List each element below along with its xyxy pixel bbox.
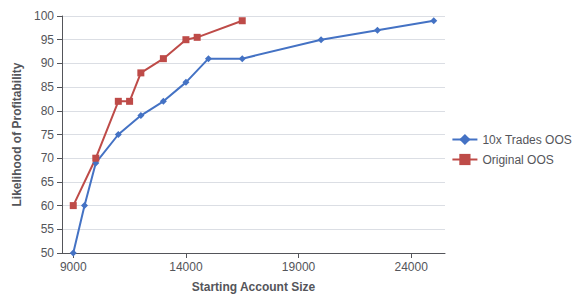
svg-text:50: 50 (41, 246, 55, 260)
svg-text:65: 65 (41, 175, 55, 189)
svg-text:60: 60 (41, 199, 55, 213)
svg-text:14000: 14000 (169, 260, 203, 274)
svg-text:Original OOS: Original OOS (482, 153, 553, 167)
svg-text:70: 70 (41, 151, 55, 165)
svg-text:85: 85 (41, 80, 55, 94)
svg-text:24000: 24000 (395, 260, 429, 274)
svg-text:100: 100 (34, 9, 54, 23)
svg-text:9000: 9000 (60, 260, 87, 274)
svg-text:Likelihood of Profitability: Likelihood of Profitability (10, 62, 24, 206)
svg-text:10x Trades OOS: 10x Trades OOS (482, 133, 571, 147)
svg-text:80: 80 (41, 104, 55, 118)
svg-text:55: 55 (41, 222, 55, 236)
svg-text:95: 95 (41, 33, 55, 47)
svg-text:Starting Account Size: Starting Account Size (192, 280, 316, 294)
svg-text:75: 75 (41, 128, 55, 142)
svg-text:19000: 19000 (282, 260, 316, 274)
svg-text:90: 90 (41, 56, 55, 70)
